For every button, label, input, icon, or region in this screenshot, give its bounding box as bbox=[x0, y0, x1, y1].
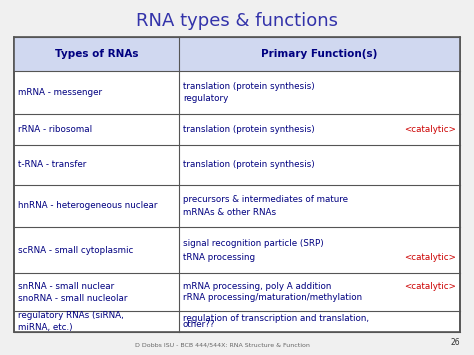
Text: <catalytic>: <catalytic> bbox=[404, 252, 456, 262]
Text: regulatory RNAs (siRNA,
miRNA, etc.): regulatory RNAs (siRNA, miRNA, etc.) bbox=[18, 311, 124, 332]
Text: regulatory: regulatory bbox=[183, 94, 228, 103]
Text: precursors & intermediates of mature: precursors & intermediates of mature bbox=[183, 195, 348, 204]
Text: signal recognition particle (SRP): signal recognition particle (SRP) bbox=[183, 239, 324, 248]
Text: D Dobbs ISU - BCB 444/544X: RNA Structure & Function: D Dobbs ISU - BCB 444/544X: RNA Structur… bbox=[136, 342, 310, 347]
FancyBboxPatch shape bbox=[14, 37, 460, 71]
Text: other??: other?? bbox=[183, 320, 215, 329]
Text: translation (protein synthesis): translation (protein synthesis) bbox=[183, 82, 315, 91]
Text: Primary Function(s): Primary Function(s) bbox=[261, 49, 378, 59]
Text: mRNA processing, poly A addition: mRNA processing, poly A addition bbox=[183, 282, 331, 291]
Text: 26: 26 bbox=[450, 338, 460, 347]
Text: translation (protein synthesis): translation (protein synthesis) bbox=[183, 160, 315, 169]
Text: scRNA - small cytoplasmic: scRNA - small cytoplasmic bbox=[18, 246, 133, 255]
Text: mRNAs & other RNAs: mRNAs & other RNAs bbox=[183, 208, 276, 217]
Text: rRNA - ribosomal: rRNA - ribosomal bbox=[18, 125, 92, 134]
Text: translation (protein synthesis): translation (protein synthesis) bbox=[183, 125, 315, 134]
Text: snRNA - small nuclear
snoRNA - small nucleolar: snRNA - small nuclear snoRNA - small nuc… bbox=[18, 282, 128, 302]
Text: <catalytic>: <catalytic> bbox=[404, 282, 456, 291]
Text: RNA types & functions: RNA types & functions bbox=[136, 12, 338, 31]
Text: Types of RNAs: Types of RNAs bbox=[55, 49, 138, 59]
Text: tRNA processing: tRNA processing bbox=[183, 252, 255, 262]
Text: rRNA processing/maturation/methylation: rRNA processing/maturation/methylation bbox=[183, 293, 362, 302]
Text: t-RNA - transfer: t-RNA - transfer bbox=[18, 160, 86, 169]
Text: <catalytic>: <catalytic> bbox=[404, 125, 456, 134]
Text: regulation of transcription and translation,: regulation of transcription and translat… bbox=[183, 314, 369, 323]
Text: mRNA - messenger: mRNA - messenger bbox=[18, 88, 102, 97]
Text: hnRNA - heterogeneous nuclear: hnRNA - heterogeneous nuclear bbox=[18, 201, 157, 211]
FancyBboxPatch shape bbox=[14, 37, 460, 332]
